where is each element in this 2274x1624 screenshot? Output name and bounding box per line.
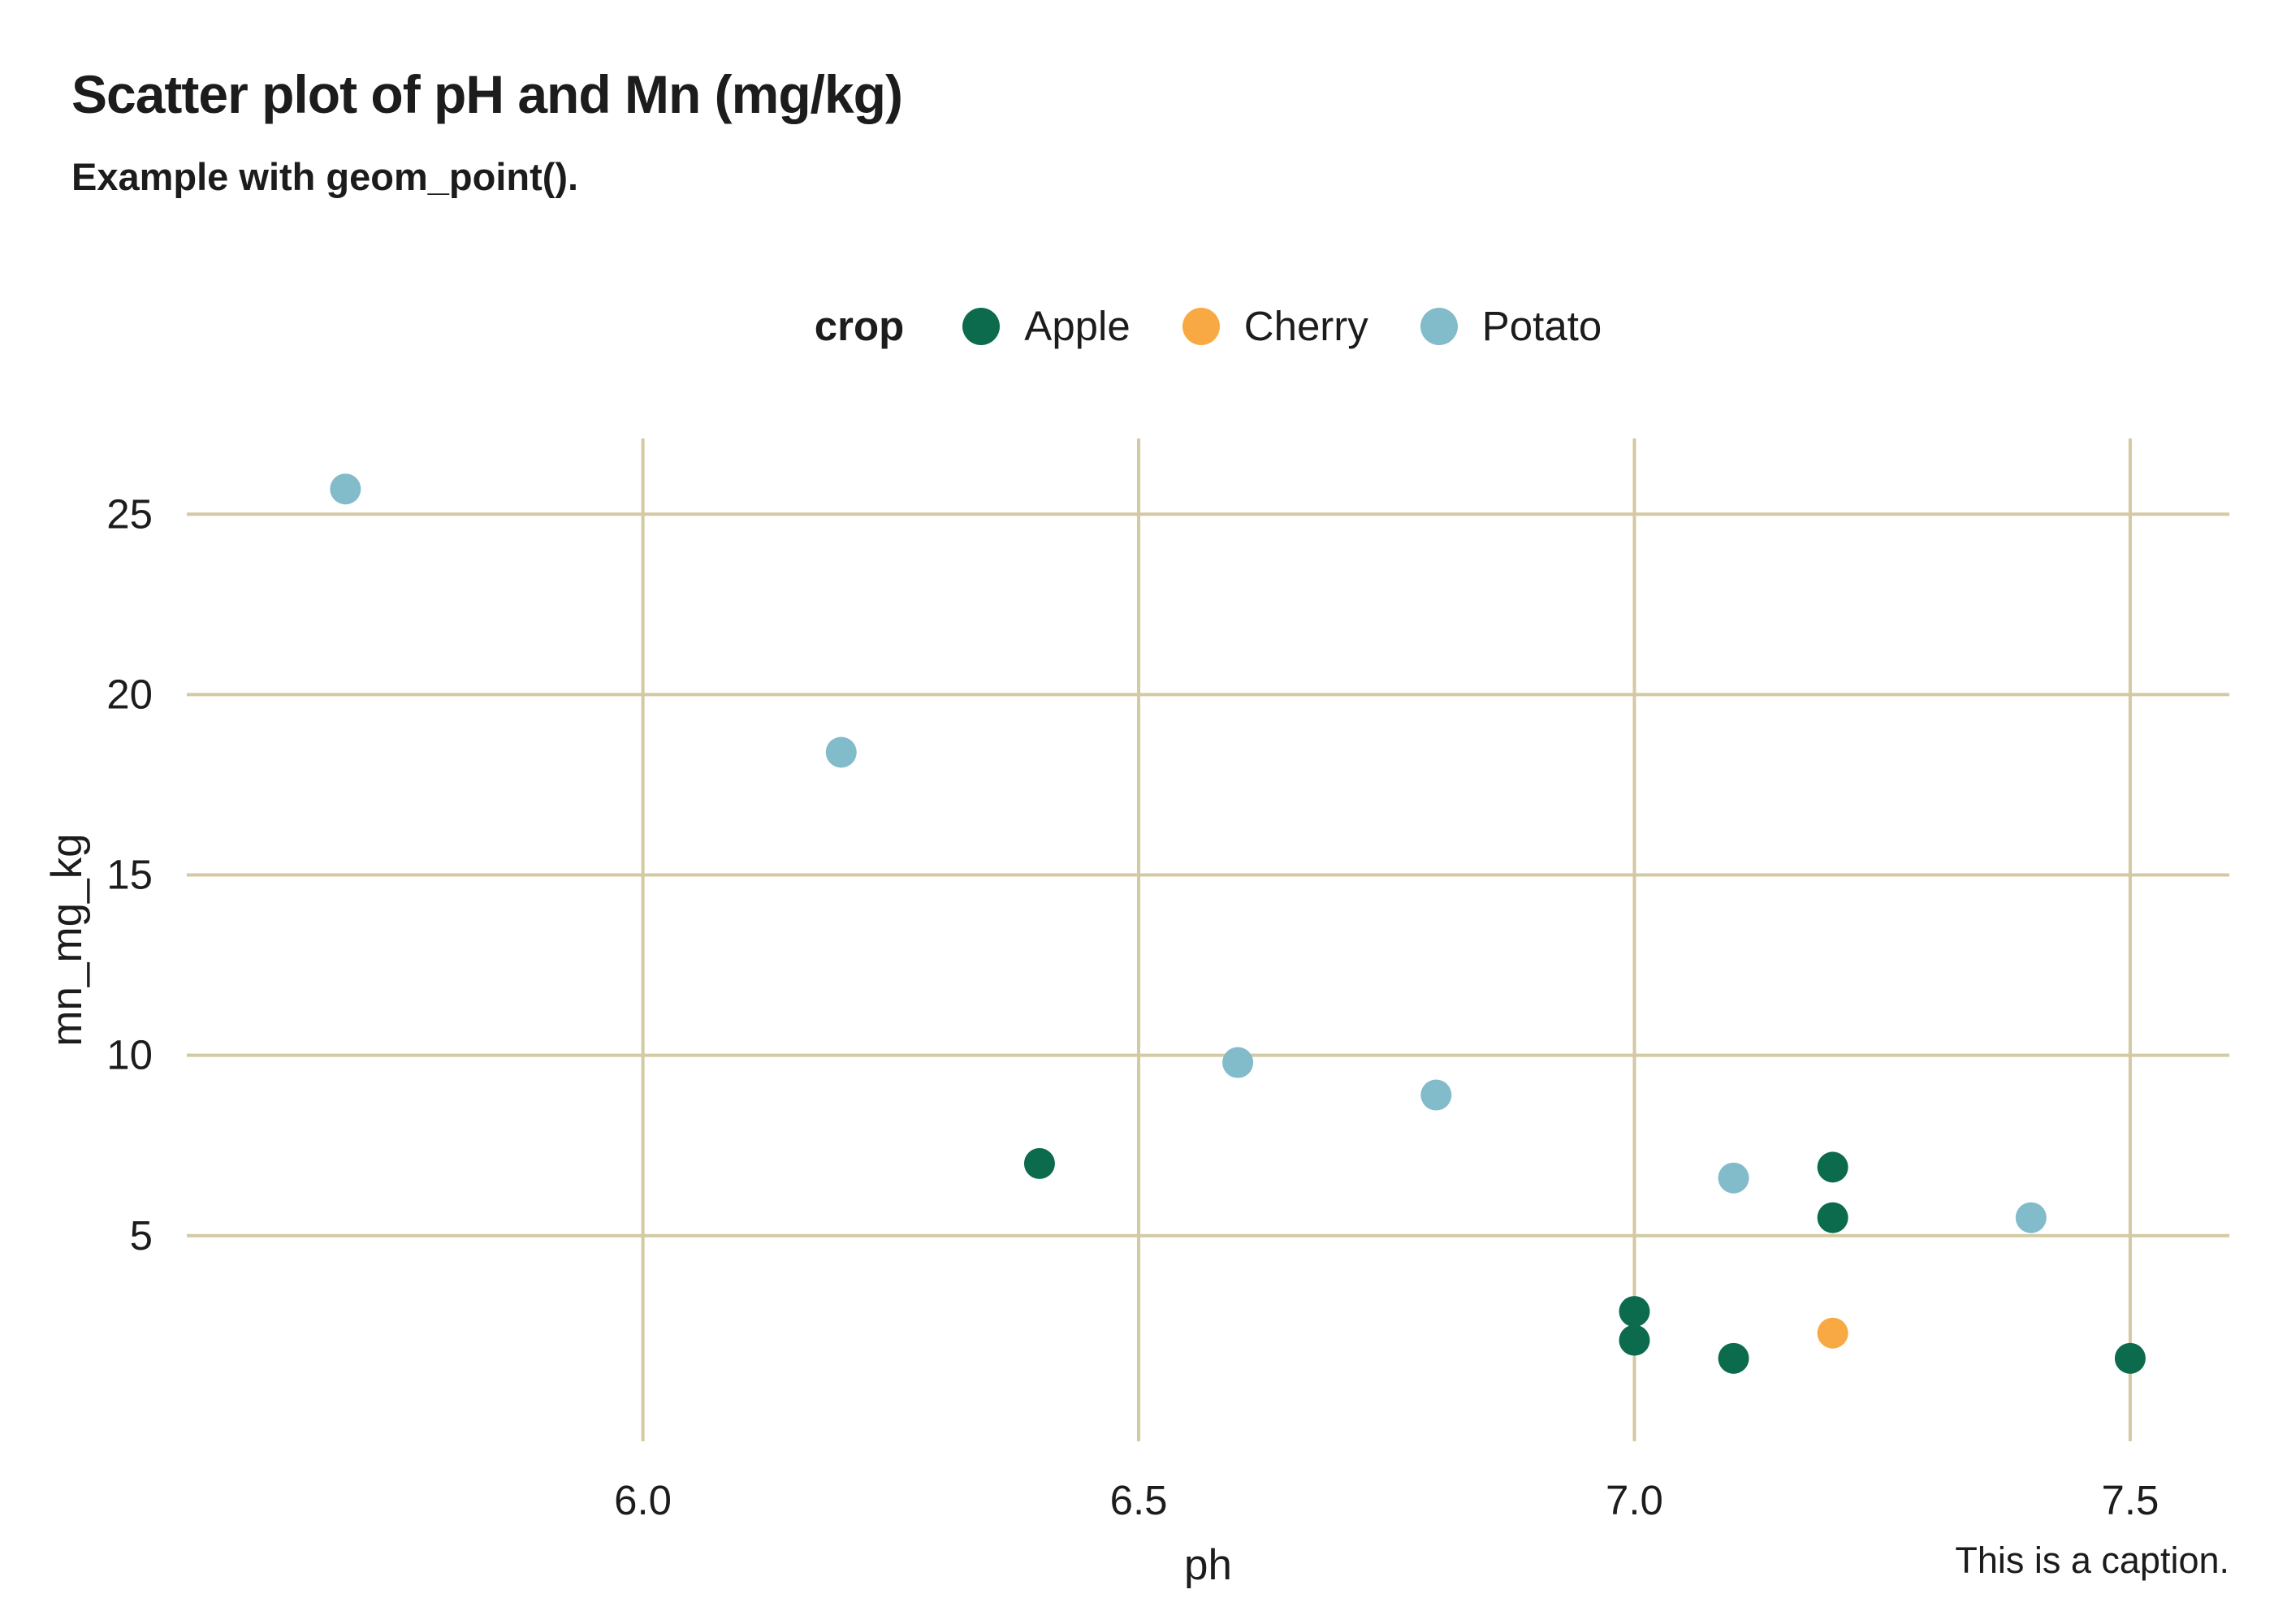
chart-caption: This is a caption. [1955, 1540, 2229, 1581]
y-tick-label: 15 [106, 852, 153, 898]
legend-dot-potato [1420, 307, 1458, 345]
x-tick-label: 7.5 [2101, 1477, 2159, 1523]
x-tick-label: 6.0 [614, 1477, 672, 1523]
legend-dot-apple [962, 307, 1001, 345]
legend-label-potato: Potato [1481, 303, 1602, 349]
y-tick-label: 10 [106, 1032, 153, 1078]
point-apple [1023, 1147, 1055, 1179]
chart-title: Scatter plot of pH and Mn (mg/kg) [71, 64, 903, 124]
x-axis-title: ph [1184, 1541, 1232, 1589]
y-tick-label: 25 [106, 490, 153, 537]
point-apple [1718, 1342, 1749, 1374]
legend-title: crop [814, 303, 905, 349]
y-tick-label: 5 [130, 1212, 153, 1259]
chart-subtitle: Example with geom_point(). [71, 155, 579, 198]
point-potato [1718, 1162, 1749, 1194]
legend-label-cherry: Cherry [1243, 303, 1368, 349]
point-cherry [1817, 1317, 1848, 1349]
point-apple [1817, 1202, 1848, 1233]
legend: crop Apple Cherry Potato [187, 302, 2229, 350]
point-apple [1619, 1324, 1650, 1356]
point-potato [1222, 1047, 1254, 1078]
legend-item-cherry: Cherry [1182, 302, 1368, 350]
point-potato [825, 736, 857, 768]
x-tick-label: 6.5 [1110, 1477, 1168, 1523]
point-potato [1420, 1079, 1452, 1111]
legend-label-apple: Apple [1024, 303, 1131, 349]
point-apple [2114, 1342, 2146, 1374]
point-apple [1817, 1151, 1848, 1183]
y-axis-title: mn_mg_kg [43, 833, 91, 1046]
point-apple [1619, 1296, 1650, 1328]
y-tick-label: 20 [106, 671, 153, 717]
point-potato [2015, 1202, 2047, 1233]
legend-item-potato: Potato [1420, 302, 1602, 350]
legend-dot-cherry [1182, 307, 1220, 345]
x-tick-label: 7.0 [1606, 1477, 1663, 1523]
point-potato [330, 473, 361, 505]
legend-item-apple: Apple [962, 302, 1131, 350]
